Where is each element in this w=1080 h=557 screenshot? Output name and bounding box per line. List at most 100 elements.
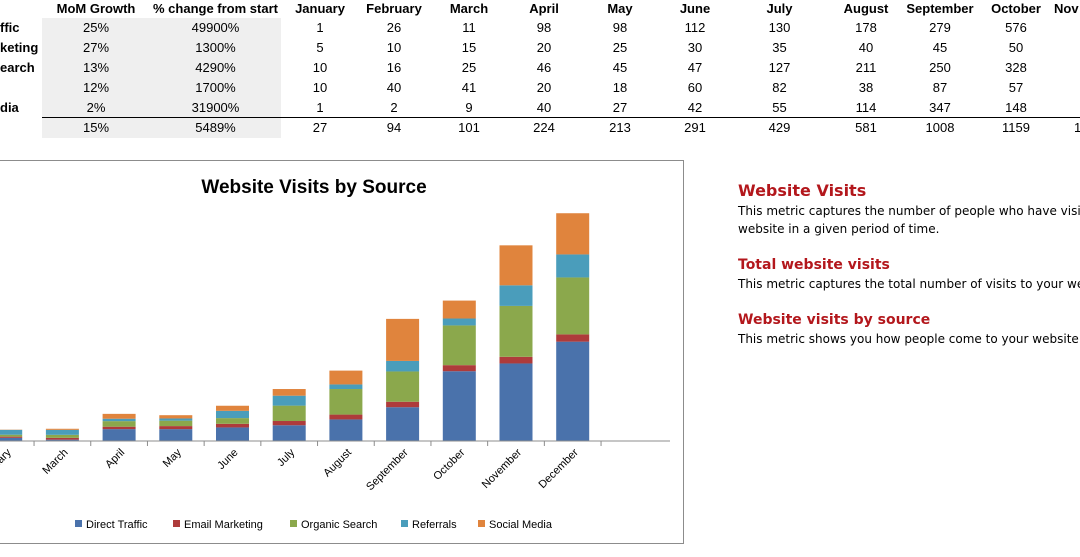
chart-area[interactable]: Website Visits by SourceJanuaryFebruaryM… [0,160,684,544]
bar-segment-direct-traffic [102,429,136,441]
column-header: October [991,1,1041,16]
bar-segment-referrals [386,360,420,372]
total-value-cell: 27 [312,120,328,135]
visits-by-source-description: This metric shows you how people come to… [738,332,1079,346]
month-value-cell: 40 [858,40,874,55]
website-visits-description-line2: website in a given period of time. [738,222,940,236]
bar-segment-organic-search [499,305,533,357]
chart-title: Website Visits by Source [201,177,426,198]
percent-change-cell: 1300% [150,38,281,58]
bar-segment-organic-search [442,325,476,366]
mom-growth-cell: 12% [42,78,150,98]
x-tick-label: June [215,447,240,472]
month-value-cell: 20 [536,80,552,95]
month-value-cell: 130 [768,20,791,35]
column-header: January [295,1,345,16]
total-value-cell: 94 [386,120,402,135]
month-value-cell: 178 [855,20,877,35]
bar-segment-email-marketing [272,421,306,426]
percent-change-cell: 49900% [150,18,281,38]
bar-segment-organic-search [0,434,23,437]
x-tick-label: December [536,446,581,491]
bar-segment-direct-traffic [216,427,249,441]
month-value-cell: 35 [772,40,787,55]
month-value-cell: 250 [929,60,951,75]
column-header: March [449,1,489,16]
row-label: dia [0,100,19,115]
bar-segment-referrals [272,395,306,406]
bar-segment-referrals [499,285,533,306]
month-value-cell: 211 [855,60,877,75]
legend-label: Referrals [412,519,457,531]
month-value-cell: 46 [536,60,552,75]
total-divider [42,117,1080,118]
month-value-cell: 50 [1008,40,1024,55]
month-value-cell: 27 [612,100,628,115]
bar-segment-organic-search [329,389,363,415]
mom-growth-cell: 2% [42,98,150,118]
bar-segment-referrals [45,429,79,435]
month-value-cell: 328 [1005,60,1027,75]
bar-segment-referrals [102,418,136,422]
bar-segment-social-media [216,405,249,411]
month-value-cell: 82 [772,80,787,95]
column-header: April [529,1,559,16]
bar-segment-social-media [272,389,306,396]
month-value-cell: 55 [772,100,787,115]
month-value-cell: 87 [932,80,948,95]
mom-growth-cell: 25% [42,18,150,38]
x-tick-label: July [275,446,298,469]
x-tick-label: May [161,446,185,470]
month-value-cell: 30 [687,40,703,55]
percent-change-cell: 4290% [150,58,281,78]
bar-segment-direct-traffic [499,363,533,441]
total-value-cell: 1008 [925,120,955,135]
month-value-cell: 20 [536,40,552,55]
bar-segment-social-media [159,415,193,419]
bar-segment-organic-search [216,418,249,424]
column-header: June [679,1,711,16]
column-header: Nov [1054,1,1079,16]
month-value-cell: 45 [932,40,948,55]
month-value-cell: 114 [855,100,877,115]
bar-segment-referrals [556,254,590,278]
bar-segment-direct-traffic [159,429,193,441]
legend-swatch [75,520,82,527]
bar-segment-direct-traffic [45,439,79,441]
month-value-cell: 41 [461,80,477,95]
month-value-cell: 10 [312,80,328,95]
x-tick-label: October [431,446,467,482]
bar-segment-email-marketing [102,426,136,430]
mom-growth-cell: 27% [42,38,150,58]
bar-segment-social-media [386,318,420,361]
bar-segment-organic-search [556,277,590,335]
bar-segment-email-marketing [499,356,533,364]
bar-segment-direct-traffic [0,437,23,441]
total-growth-cell: 15% [42,118,150,138]
total-value-cell: 1159 [1002,120,1030,135]
bar-segment-social-media [329,370,363,385]
x-tick-label: March [40,447,70,477]
month-value-cell: 2 [390,100,398,115]
bar-segment-referrals [329,384,363,390]
total-value-cell: 101 [458,120,480,135]
x-tick-label: November [480,446,525,491]
legend-swatch [401,520,408,527]
bar-segment-organic-search [386,371,420,402]
bar-segment-email-marketing [386,401,420,408]
month-value-cell: 10 [312,60,328,75]
bar-segment-organic-search [159,420,193,427]
legend-label: Social Media [489,519,553,531]
month-value-cell: 25 [612,40,628,55]
row-label: ffic [0,20,20,35]
bar-segment-social-media [556,213,590,255]
month-value-cell: 25 [461,60,477,75]
month-value-cell: 576 [1005,20,1027,35]
legend-label: Direct Traffic [86,519,148,531]
month-value-cell: 47 [687,60,703,75]
month-value-cell: 40 [386,80,402,95]
month-value-cell: 60 [687,80,703,95]
month-value-cell: 5 [316,40,324,55]
month-value-cell: 40 [536,100,552,115]
month-value-cell: 127 [768,60,791,75]
